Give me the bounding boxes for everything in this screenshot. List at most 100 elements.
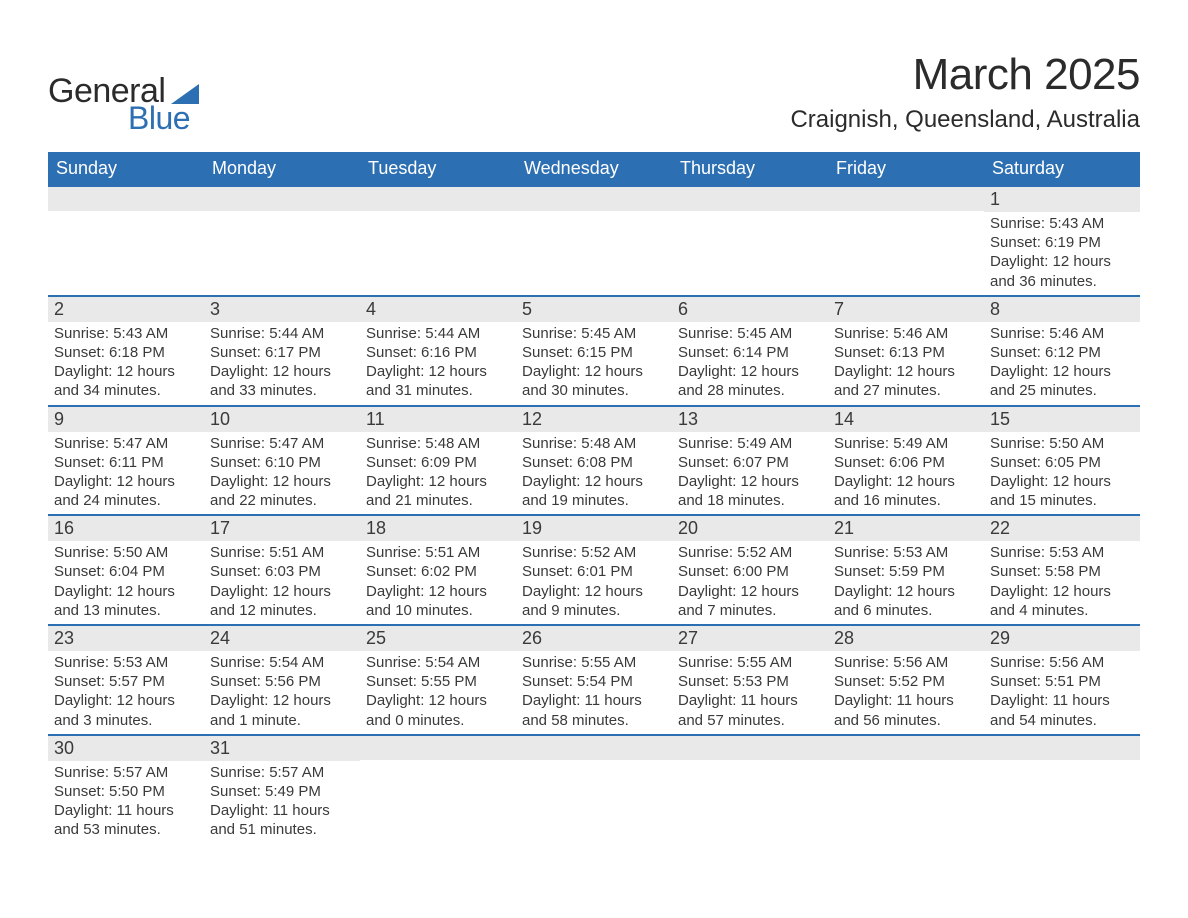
day-number: 2 — [48, 297, 204, 322]
sunrise-text: Sunrise: 5:45 AM — [678, 324, 822, 343]
empty-day-number — [360, 187, 516, 211]
day-cell: 12Sunrise: 5:48 AMSunset: 6:08 PMDayligh… — [516, 406, 672, 516]
day-number: 27 — [672, 626, 828, 651]
empty-day-number — [48, 187, 204, 211]
daylight-text: Daylight: 12 hours and 24 minutes. — [54, 472, 198, 510]
empty-day-number — [360, 736, 516, 760]
sunset-text: Sunset: 5:59 PM — [834, 562, 978, 581]
day-content: Sunrise: 5:57 AMSunset: 5:49 PMDaylight:… — [204, 761, 360, 844]
daylight-text: Daylight: 12 hours and 34 minutes. — [54, 362, 198, 400]
day-cell — [672, 735, 828, 844]
day-number: 11 — [360, 407, 516, 432]
day-cell — [672, 186, 828, 296]
day-number: 3 — [204, 297, 360, 322]
daylight-text: Daylight: 12 hours and 22 minutes. — [210, 472, 354, 510]
sunrise-text: Sunrise: 5:57 AM — [54, 763, 198, 782]
week-row: 9Sunrise: 5:47 AMSunset: 6:11 PMDaylight… — [48, 406, 1140, 516]
sunset-text: Sunset: 6:03 PM — [210, 562, 354, 581]
day-number: 26 — [516, 626, 672, 651]
empty-day-content — [672, 211, 828, 294]
sunrise-text: Sunrise: 5:46 AM — [834, 324, 978, 343]
empty-day-content — [516, 760, 672, 766]
sunset-text: Sunset: 6:13 PM — [834, 343, 978, 362]
sunrise-text: Sunrise: 5:55 AM — [522, 653, 666, 672]
logo: General Blue — [48, 74, 199, 134]
day-cell: 11Sunrise: 5:48 AMSunset: 6:09 PMDayligh… — [360, 406, 516, 516]
sunrise-text: Sunrise: 5:43 AM — [54, 324, 198, 343]
sunset-text: Sunset: 6:14 PM — [678, 343, 822, 362]
sunset-text: Sunset: 6:19 PM — [990, 233, 1134, 252]
day-cell: 29Sunrise: 5:56 AMSunset: 5:51 PMDayligh… — [984, 625, 1140, 735]
day-cell: 27Sunrise: 5:55 AMSunset: 5:53 PMDayligh… — [672, 625, 828, 735]
day-number: 4 — [360, 297, 516, 322]
empty-day-content — [48, 211, 204, 294]
day-number: 6 — [672, 297, 828, 322]
sunrise-text: Sunrise: 5:51 AM — [366, 543, 510, 562]
empty-day-content — [516, 211, 672, 294]
day-cell: 26Sunrise: 5:55 AMSunset: 5:54 PMDayligh… — [516, 625, 672, 735]
sunset-text: Sunset: 5:55 PM — [366, 672, 510, 691]
col-wednesday: Wednesday — [516, 152, 672, 186]
sunset-text: Sunset: 6:08 PM — [522, 453, 666, 472]
sunset-text: Sunset: 6:11 PM — [54, 453, 198, 472]
daylight-text: Daylight: 12 hours and 28 minutes. — [678, 362, 822, 400]
day-cell: 24Sunrise: 5:54 AMSunset: 5:56 PMDayligh… — [204, 625, 360, 735]
day-content: Sunrise: 5:53 AMSunset: 5:59 PMDaylight:… — [828, 541, 984, 624]
sunset-text: Sunset: 6:12 PM — [990, 343, 1134, 362]
day-number: 7 — [828, 297, 984, 322]
day-content: Sunrise: 5:47 AMSunset: 6:10 PMDaylight:… — [204, 432, 360, 515]
sunset-text: Sunset: 6:07 PM — [678, 453, 822, 472]
sunset-text: Sunset: 5:51 PM — [990, 672, 1134, 691]
sunrise-text: Sunrise: 5:50 AM — [54, 543, 198, 562]
location: Craignish, Queensland, Australia — [790, 106, 1140, 134]
sunrise-text: Sunrise: 5:55 AM — [678, 653, 822, 672]
empty-day-content — [672, 760, 828, 766]
day-cell: 22Sunrise: 5:53 AMSunset: 5:58 PMDayligh… — [984, 515, 1140, 625]
day-cell: 5Sunrise: 5:45 AMSunset: 6:15 PMDaylight… — [516, 296, 672, 406]
daylight-text: Daylight: 12 hours and 18 minutes. — [678, 472, 822, 510]
day-content: Sunrise: 5:45 AMSunset: 6:14 PMDaylight:… — [672, 322, 828, 405]
sunrise-text: Sunrise: 5:45 AM — [522, 324, 666, 343]
sunrise-text: Sunrise: 5:46 AM — [990, 324, 1134, 343]
sunrise-text: Sunrise: 5:51 AM — [210, 543, 354, 562]
day-content: Sunrise: 5:54 AMSunset: 5:56 PMDaylight:… — [204, 651, 360, 734]
day-cell: 3Sunrise: 5:44 AMSunset: 6:17 PMDaylight… — [204, 296, 360, 406]
day-cell: 20Sunrise: 5:52 AMSunset: 6:00 PMDayligh… — [672, 515, 828, 625]
sunrise-text: Sunrise: 5:53 AM — [990, 543, 1134, 562]
day-cell — [204, 186, 360, 296]
empty-day-number — [984, 736, 1140, 760]
empty-day-number — [204, 187, 360, 211]
empty-day-number — [828, 187, 984, 211]
day-cell: 23Sunrise: 5:53 AMSunset: 5:57 PMDayligh… — [48, 625, 204, 735]
empty-day-number — [828, 736, 984, 760]
weekday-header-row: Sunday Monday Tuesday Wednesday Thursday… — [48, 152, 1140, 186]
day-content: Sunrise: 5:55 AMSunset: 5:53 PMDaylight:… — [672, 651, 828, 734]
logo-text-blue: Blue — [128, 102, 199, 134]
sunrise-text: Sunrise: 5:48 AM — [366, 434, 510, 453]
header: General Blue March 2025 Craignish, Queen… — [48, 50, 1140, 134]
empty-day-content — [360, 211, 516, 294]
daylight-text: Daylight: 11 hours and 53 minutes. — [54, 801, 198, 839]
day-content: Sunrise: 5:50 AMSunset: 6:04 PMDaylight:… — [48, 541, 204, 624]
day-number: 30 — [48, 736, 204, 761]
day-cell: 4Sunrise: 5:44 AMSunset: 6:16 PMDaylight… — [360, 296, 516, 406]
daylight-text: Daylight: 12 hours and 25 minutes. — [990, 362, 1134, 400]
sunrise-text: Sunrise: 5:44 AM — [210, 324, 354, 343]
col-friday: Friday — [828, 152, 984, 186]
day-cell: 18Sunrise: 5:51 AMSunset: 6:02 PMDayligh… — [360, 515, 516, 625]
sunset-text: Sunset: 5:54 PM — [522, 672, 666, 691]
day-cell: 13Sunrise: 5:49 AMSunset: 6:07 PMDayligh… — [672, 406, 828, 516]
day-number: 13 — [672, 407, 828, 432]
day-content: Sunrise: 5:53 AMSunset: 5:57 PMDaylight:… — [48, 651, 204, 734]
day-number: 9 — [48, 407, 204, 432]
daylight-text: Daylight: 12 hours and 16 minutes. — [834, 472, 978, 510]
sunrise-text: Sunrise: 5:54 AM — [210, 653, 354, 672]
week-row: 1Sunrise: 5:43 AMSunset: 6:19 PMDaylight… — [48, 186, 1140, 296]
daylight-text: Daylight: 12 hours and 19 minutes. — [522, 472, 666, 510]
sunset-text: Sunset: 5:56 PM — [210, 672, 354, 691]
day-content: Sunrise: 5:48 AMSunset: 6:08 PMDaylight:… — [516, 432, 672, 515]
day-number: 14 — [828, 407, 984, 432]
title-block: March 2025 Craignish, Queensland, Austra… — [790, 50, 1140, 134]
day-content: Sunrise: 5:56 AMSunset: 5:52 PMDaylight:… — [828, 651, 984, 734]
day-cell: 28Sunrise: 5:56 AMSunset: 5:52 PMDayligh… — [828, 625, 984, 735]
